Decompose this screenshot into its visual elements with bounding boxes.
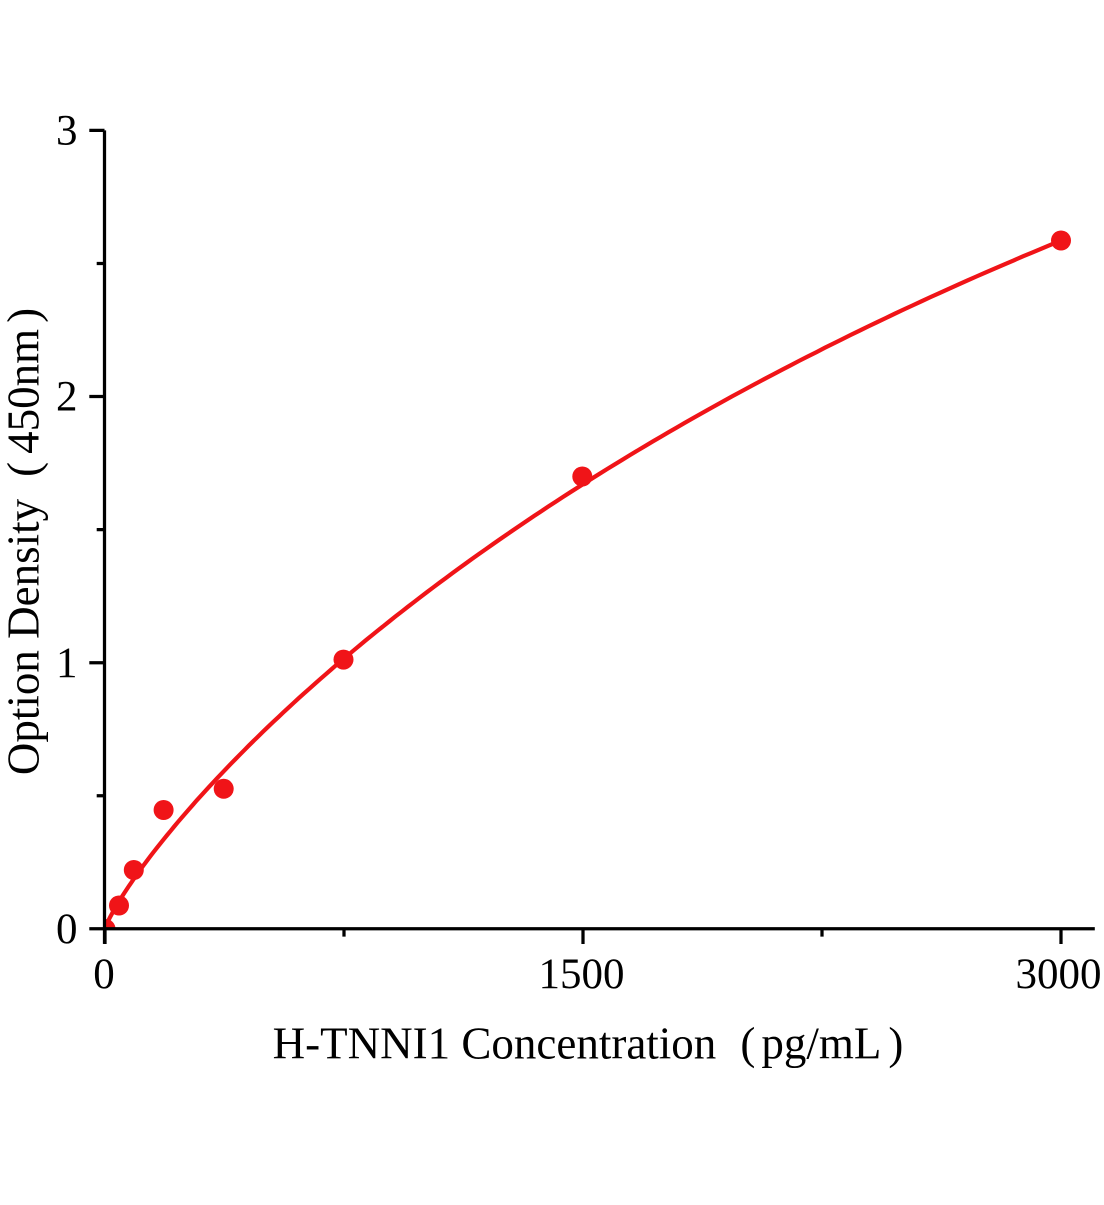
- svg-text:0: 0: [93, 951, 115, 998]
- svg-text:1500: 1500: [539, 951, 625, 998]
- svg-text:1: 1: [56, 640, 78, 687]
- svg-text:0: 0: [56, 906, 78, 953]
- svg-text:Option Density(450nm): Option Density(450nm): [0, 308, 49, 775]
- svg-text:2: 2: [56, 374, 78, 421]
- svg-text:3: 3: [56, 108, 78, 155]
- svg-text:3000: 3000: [1016, 951, 1102, 998]
- svg-text:H-TNNI1 Concentration(pg/mL): H-TNNI1 Concentration(pg/mL): [273, 1019, 904, 1069]
